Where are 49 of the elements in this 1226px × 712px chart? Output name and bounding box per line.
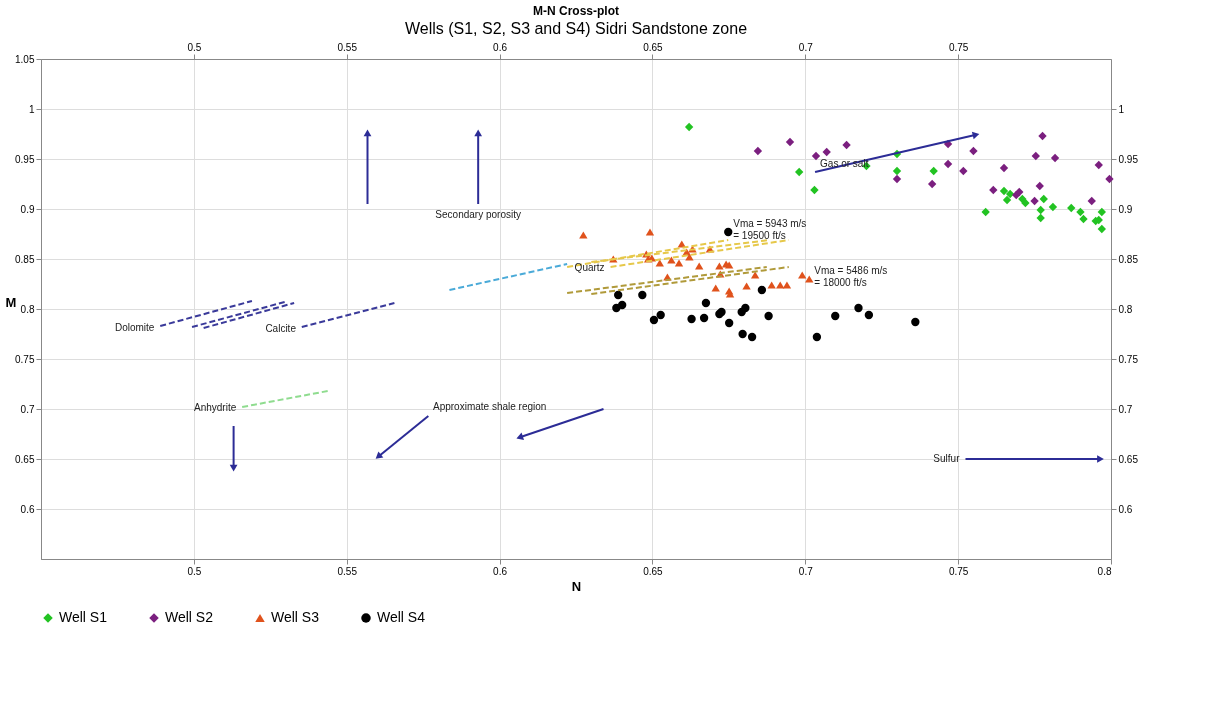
y2-tick-label: 0.6 [1118,503,1133,515]
y2-tick-label: 0.8 [1118,303,1133,315]
x-tick-label: 0.8 [1097,565,1112,577]
y-tick-label: 0.9 [20,203,35,215]
legend-label: Well S2 [165,609,214,625]
x2-tick-label: 0.5 [187,41,202,53]
annotation: Vma = 5943 m/s = 19500 ft/s [733,218,807,241]
y-tick-label: 0.8 [20,303,35,315]
y-tick-label: 1.05 [15,53,35,65]
y-tick-label: 0.6 [20,503,35,515]
y-tick-label: 0.65 [15,453,35,465]
y-tick-label: 0.95 [15,153,35,165]
chart-subtitle: Wells (S1, S2, S3 and S4) Sidri Sandstone zone [404,20,748,37]
y2-tick-label: 0.75 [1118,353,1139,365]
x-tick-label: 0.7 [798,565,814,577]
y2-tick-label: 0.65 [1118,453,1139,465]
y2-tick-label: 1 [1118,103,1125,115]
y-tick-label: 0.85 [15,253,35,265]
annotation: Vma = 5486 m/s = 18000 ft/s [814,265,888,288]
y-tick-label: 0.7 [20,403,35,415]
series-label: Approximate shale region [433,401,547,413]
chart-title: M-N Cross-plot [533,4,619,18]
series-label: Anhydrite [194,402,237,414]
y2-tick-label: 0.95 [1118,153,1139,165]
x-tick-label: 0.6 [493,565,508,577]
y2-tick-label: 0.7 [1118,403,1133,415]
series-label: Sulfur [933,453,961,464]
y2-tick-label: 0.9 [1118,203,1133,215]
x2-tick-label: 0.65 [643,41,664,53]
series-label: Calcite [265,322,297,334]
x2-tick-label: 0.7 [798,41,814,53]
series-label: Quartz [574,261,605,273]
legend-label: Well S1 [59,609,108,625]
legend-label: Well S4 [377,609,426,625]
x-tick-label: 0.5 [187,565,202,577]
y-tick-label: 0.75 [15,353,35,365]
x-tick-label: 0.55 [337,565,358,577]
x-tick-label: 0.75 [948,565,969,577]
legend-label: Well S3 [271,609,320,625]
x2-tick-label: 0.55 [337,41,358,53]
y-axis-title: M [5,294,17,310]
y2-tick-label: 0.85 [1118,253,1139,265]
x2-tick-label: 0.6 [493,41,508,53]
x-tick-label: 0.65 [643,565,664,577]
series-label: Dolomite [114,321,155,333]
series-label: Secondary porosity [435,209,521,220]
x-axis-title: N [571,578,582,594]
y-tick-label: 1 [28,103,35,115]
x2-tick-label: 0.75 [948,41,969,53]
